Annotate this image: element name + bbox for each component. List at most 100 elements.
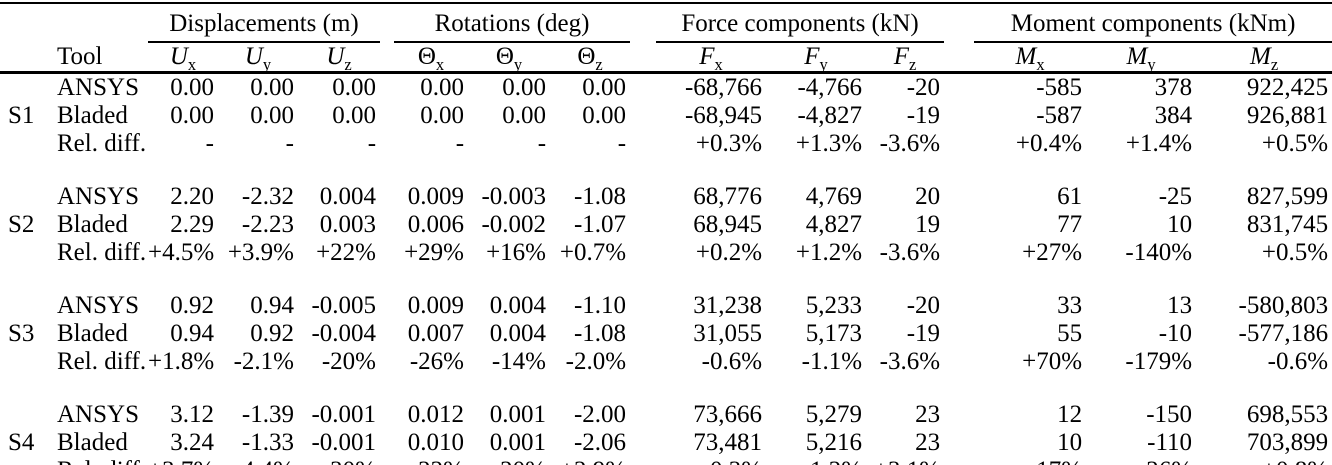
- value-cell: -110: [1147, 429, 1193, 456]
- section-label: S2: [8, 211, 35, 238]
- spacer: [0, 267, 1332, 292]
- tool-cell: Rel. diff.: [57, 239, 147, 266]
- corner-cell: [0, 42, 48, 74]
- spacer: [630, 42, 657, 74]
- value-cell: +0.3%: [695, 130, 763, 157]
- spacer: [380, 130, 394, 158]
- value-cell: 10: [1167, 211, 1193, 238]
- value-cell: -22%: [394, 457, 468, 465]
- spacer: [630, 320, 656, 348]
- value-cell: -: [455, 130, 465, 157]
- value-cell: -2.1%: [233, 348, 294, 375]
- data-row: Rel. diff.+3.7%-4.4%-30% -22%-20%+2.9% -0.…: [0, 457, 1332, 465]
- value-cell: 10: [1057, 429, 1083, 456]
- value-cell: -20%: [468, 457, 550, 465]
- value-cell: -1.39: [241, 401, 294, 428]
- value-cell: +0.7%: [559, 239, 627, 266]
- value-cell: 922,425: [1246, 74, 1329, 101]
- value-cell: -0.6%: [701, 348, 763, 375]
- col-header-mz: Mz: [1196, 42, 1332, 74]
- value-cell: 13: [1167, 292, 1193, 319]
- spacer: [380, 211, 394, 239]
- spacer: [944, 320, 974, 348]
- spacer: [944, 348, 974, 376]
- value-cell: +29%: [404, 239, 465, 266]
- spacer: [630, 73, 656, 103]
- spacer: [380, 457, 394, 465]
- spacer: [0, 158, 1332, 183]
- value-cell: -0.003: [481, 183, 547, 210]
- group-gap-row: [0, 376, 1332, 401]
- value-cell: -20%: [321, 348, 377, 375]
- value-cell: 703,899: [1246, 429, 1329, 456]
- value-cell: 0.92: [250, 320, 294, 347]
- value-cell: 384: [1154, 102, 1193, 129]
- value-cell: 2.20: [170, 183, 214, 210]
- value-cell: -0.005: [311, 292, 377, 319]
- value-cell: 0.004: [489, 320, 547, 347]
- value-cell: -: [205, 130, 214, 157]
- spacer: [380, 320, 394, 348]
- value-cell: -0.002: [481, 211, 547, 238]
- section-label: S3: [8, 320, 35, 347]
- spacer: [630, 457, 656, 465]
- value-cell: 0.001: [489, 401, 547, 428]
- tool-cell: Bladed: [57, 102, 128, 129]
- value-cell: 31,055: [693, 320, 763, 347]
- value-cell: 0.00: [250, 102, 294, 129]
- value-cell: -14%: [491, 348, 547, 375]
- tool-column-header: Tool: [48, 42, 148, 74]
- value-cell: +16%: [486, 239, 547, 266]
- value-cell: +70%: [1022, 348, 1083, 375]
- value-cell: 831,745: [1246, 211, 1329, 238]
- col-header-theta_x: Θx: [394, 42, 469, 74]
- tool-cell: ANSYS: [57, 292, 139, 319]
- tool-cell: ANSYS: [57, 74, 139, 101]
- value-cell: 0.00: [170, 102, 214, 129]
- spacer: [380, 239, 394, 267]
- col-group-forces: Force components (kN): [656, 3, 945, 43]
- spacer: [630, 348, 656, 376]
- value-cell: 0.009: [407, 292, 465, 319]
- spacer: [630, 401, 656, 429]
- value-cell: 0.00: [332, 102, 377, 129]
- value-cell: 0.004: [319, 183, 377, 210]
- value-cell: 698,553: [1246, 401, 1329, 428]
- value-cell: -2.23: [241, 211, 294, 238]
- value-cell: -26%: [1086, 457, 1196, 465]
- value-cell: +1.3%: [795, 130, 863, 157]
- value-cell: -580,803: [1238, 292, 1329, 319]
- spacer: [944, 3, 974, 42]
- value-cell: -3.6%: [879, 239, 941, 266]
- value-cell: 0.00: [502, 102, 547, 129]
- col-group-moments: Moment components (kNm): [974, 3, 1332, 43]
- value-cell: 23: [915, 429, 941, 456]
- value-cell: 827,599: [1246, 183, 1329, 210]
- value-cell: 378: [1154, 74, 1193, 101]
- section-label: S4: [8, 429, 35, 456]
- value-cell: -2.00: [573, 401, 627, 428]
- value-cell: 12: [1057, 401, 1083, 428]
- value-cell: -0.001: [311, 429, 377, 456]
- value-cell: 0.00: [582, 102, 627, 129]
- col-header-uz: Uz: [298, 42, 381, 74]
- spacer: [380, 183, 394, 211]
- value-cell: 0.00: [502, 74, 547, 101]
- spacer: [944, 292, 974, 320]
- value-cell: 73,481: [693, 429, 763, 456]
- spacer: [630, 130, 656, 158]
- tool-cell: Rel. diff.: [48, 457, 148, 465]
- spacer: [944, 401, 974, 429]
- data-row: Rel. diff. - - - - - - +0.3% +1.3% -3.6% +0.4% +1.4…: [0, 130, 1332, 158]
- value-cell: 4,827: [805, 211, 863, 238]
- value-cell: 0.00: [170, 74, 214, 101]
- spacer: [0, 376, 1332, 401]
- tool-cell: Rel. diff.: [57, 130, 147, 157]
- value-cell: 926,881: [1246, 102, 1329, 129]
- value-cell: -587: [1036, 102, 1083, 129]
- col-header-ux: Ux: [148, 42, 218, 74]
- spacer: [944, 239, 974, 267]
- value-cell: -68,945: [684, 102, 763, 129]
- value-cell: +0.4%: [1015, 130, 1083, 157]
